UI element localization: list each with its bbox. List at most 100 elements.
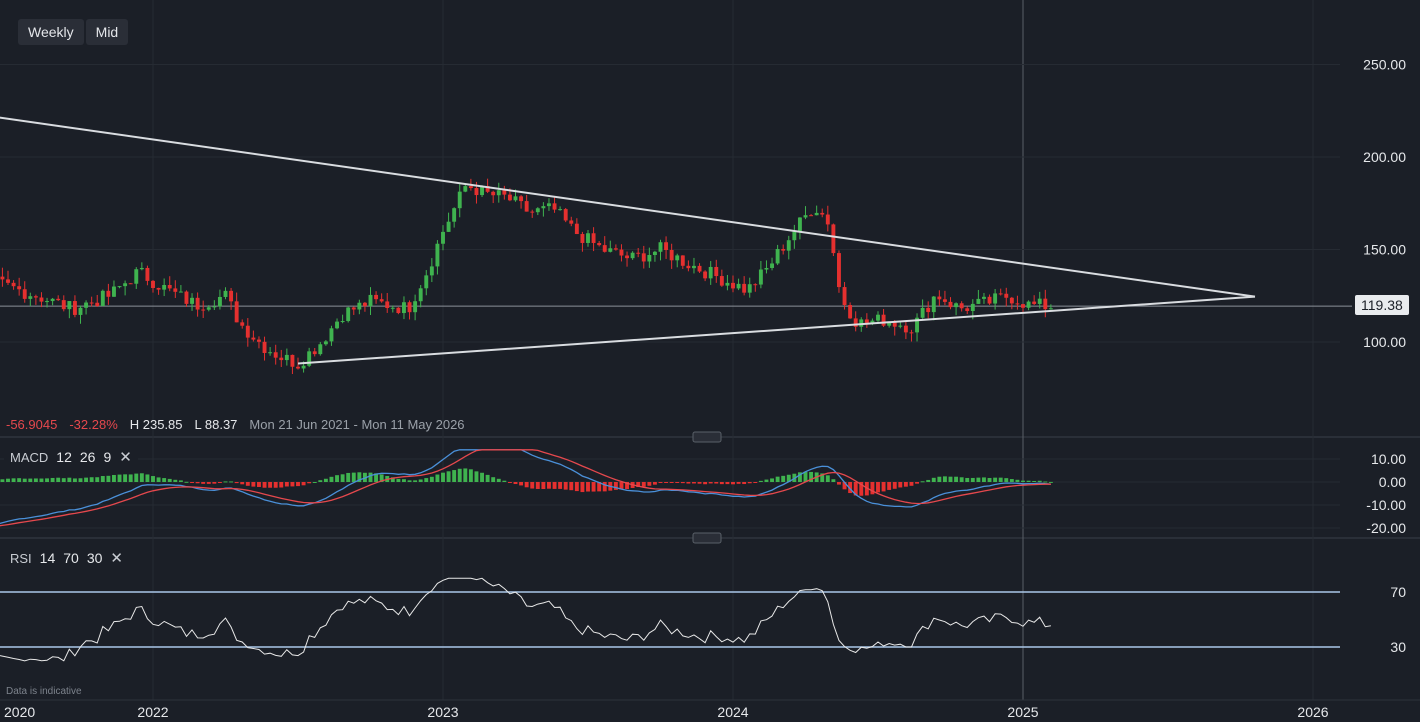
macd-histogram-bar: [970, 477, 975, 482]
candle-body: [697, 265, 702, 272]
macd-histogram-bar: [948, 476, 953, 482]
candle-body: [139, 267, 144, 270]
data-disclaimer: Data is indicative: [6, 686, 82, 697]
macd-histogram-bar: [859, 482, 864, 496]
macd-histogram-bar: [374, 473, 379, 482]
macd-histogram-bar: [586, 482, 590, 492]
price-type-button[interactable]: Mid: [85, 19, 129, 45]
macd-histogram-bar: [641, 482, 646, 487]
interval-button[interactable]: Weekly: [18, 19, 84, 45]
macd-histogram-bar: [959, 477, 964, 482]
macd-histogram-bar: [234, 482, 239, 484]
price-stats: -56.9045 -32.28% H 235.85 L 88.37 Mon 21…: [6, 417, 465, 432]
candle-body: [630, 252, 635, 259]
candle-body: [167, 285, 172, 289]
rsi-close-icon[interactable]: ✕: [110, 550, 123, 567]
macd-histogram-bar: [418, 479, 423, 482]
macd-close-icon[interactable]: ✕: [119, 449, 132, 466]
macd-histogram-bar: [112, 474, 116, 482]
macd-histogram-bar: [1048, 481, 1053, 483]
macd-histogram-bar: [714, 482, 719, 484]
candle-body: [0, 276, 5, 280]
candle-body: [45, 301, 49, 303]
macd-histogram-bar: [764, 479, 769, 482]
candle-body: [976, 298, 981, 304]
macd-histogram-bar: [145, 474, 150, 482]
candle-body: [848, 305, 853, 319]
macd-histogram-bar: [876, 482, 880, 493]
macd-histogram-bar: [1021, 480, 1025, 482]
macd-histogram-bar: [407, 480, 412, 482]
pane-resize-handle: [692, 532, 722, 544]
macd-histogram-bar: [56, 477, 61, 482]
rsi-param-lower: 30: [86, 550, 103, 566]
macd-histogram-bar: [368, 472, 373, 482]
candle-body: [424, 275, 429, 289]
candle-body: [273, 352, 278, 358]
macd-histogram-bar: [463, 468, 468, 482]
macd-histogram-bar: [982, 477, 986, 482]
x-tick-label: 2025: [1007, 704, 1038, 720]
candle-body: [786, 240, 791, 251]
candle-body: [625, 255, 629, 259]
macd-histogram-bar: [61, 478, 66, 482]
macd-histogram-bar: [201, 482, 206, 484]
candle-body: [948, 301, 953, 308]
macd-histogram-bar: [284, 482, 289, 487]
candle-body: [747, 284, 752, 293]
macd-histogram-bar: [6, 478, 10, 482]
macd-histogram-bar: [33, 478, 38, 482]
candle-body: [864, 319, 869, 323]
x-tick-label: 2022: [137, 704, 168, 720]
macd-histogram-bar: [541, 482, 546, 490]
macd-histogram-bar: [926, 479, 931, 482]
macd-signal-line: [0, 449, 1051, 527]
candle-body: [33, 296, 38, 298]
candle-body: [753, 284, 758, 286]
macd-histogram-bar: [134, 473, 139, 482]
trendline-upper: [0, 116, 1256, 298]
candle-body: [362, 302, 367, 307]
macd-histogram-bar: [647, 482, 652, 486]
macd-histogram-bar: [240, 482, 245, 485]
candle-body: [351, 307, 356, 310]
macd-histogram-bar: [491, 477, 496, 482]
macd-histogram-bar: [257, 482, 261, 487]
candle-body: [195, 297, 200, 310]
candle-body: [201, 309, 206, 311]
macd-histogram-bar: [703, 482, 708, 485]
candle-body: [530, 211, 535, 213]
candle-body: [429, 266, 434, 276]
candle-body: [463, 186, 468, 192]
rsi-param-period: 14: [39, 550, 56, 566]
candle-body: [652, 251, 657, 255]
candle-body: [586, 233, 590, 243]
candle-body: [708, 266, 713, 279]
macd-histogram-bar: [580, 482, 585, 493]
macd-histogram-bar: [402, 479, 406, 482]
candle-body: [903, 325, 908, 333]
macd-histogram-bar: [513, 482, 518, 485]
candle-body: [162, 285, 167, 290]
price-change: -56.9045: [6, 417, 58, 432]
candle-body: [468, 186, 473, 189]
macd-histogram-bar: [206, 482, 211, 484]
macd-histogram-bar: [396, 478, 401, 482]
macd-histogram-bar: [602, 482, 607, 492]
macd-histogram-bar: [937, 476, 942, 482]
macd-histogram-bar: [123, 474, 128, 482]
candle-body: [396, 307, 401, 314]
candle-body: [959, 303, 964, 309]
macd-histogram-bar: [803, 471, 808, 482]
candle-body: [970, 303, 975, 311]
macd-tick-label: -20.00: [1366, 520, 1406, 536]
macd-histogram-bar: [775, 476, 780, 482]
candle-body: [335, 321, 339, 329]
macd-histogram-bar: [245, 482, 250, 486]
macd-histogram-bar: [1004, 478, 1009, 482]
candle-body: [457, 191, 462, 209]
macd-histogram-bar: [457, 468, 462, 482]
candle-body: [56, 298, 61, 301]
macd-histogram-bar: [853, 482, 858, 496]
